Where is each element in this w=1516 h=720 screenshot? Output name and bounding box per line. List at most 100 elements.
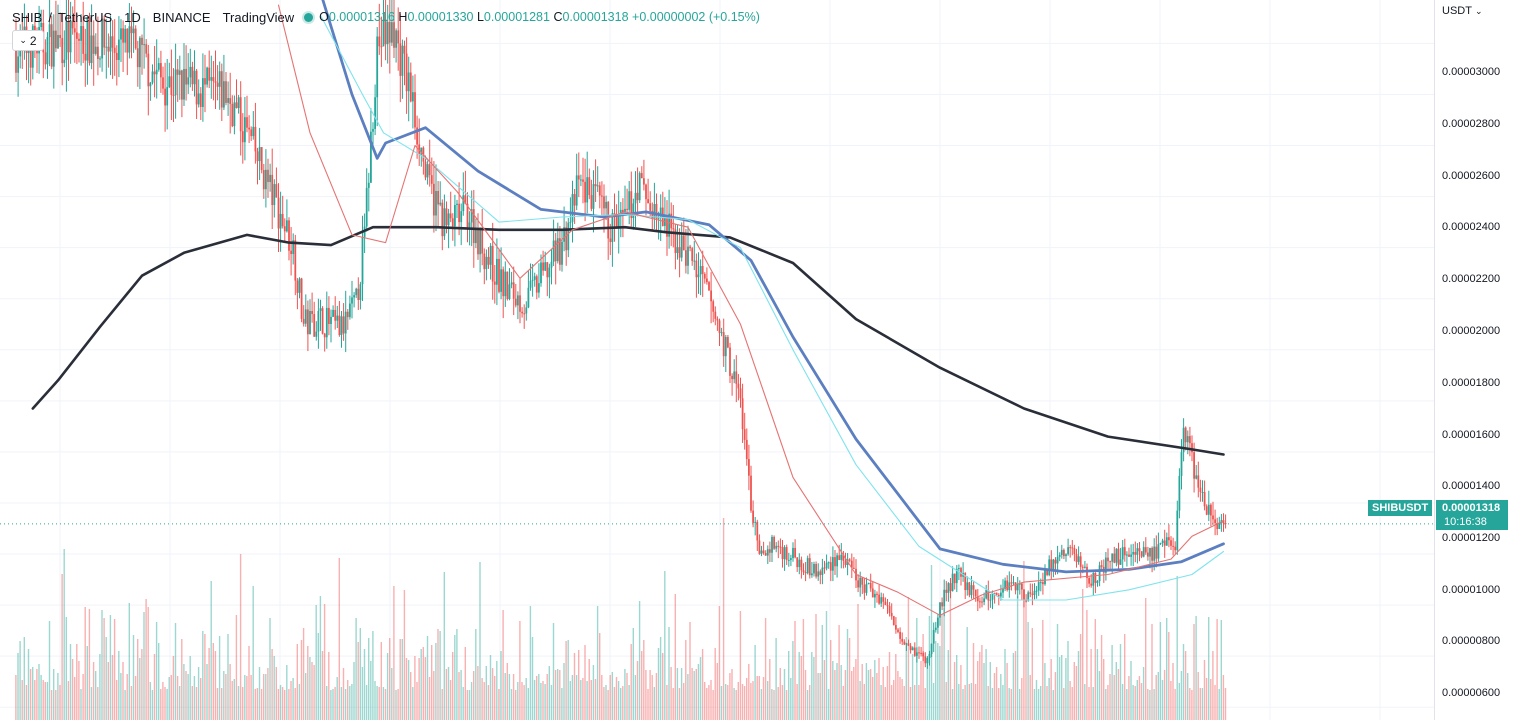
ma-fast-line [277, 4, 1225, 616]
candle-body [94, 46, 97, 54]
candle-body [447, 213, 450, 226]
candle-body [594, 184, 597, 187]
candle-body [573, 194, 576, 206]
candle-body [1199, 487, 1202, 492]
candle-body [1218, 522, 1221, 530]
volume-bar [775, 638, 777, 720]
volume-bar [1052, 690, 1054, 720]
volume-bar [431, 645, 433, 720]
interval-label[interactable]: 1D [124, 9, 141, 25]
volume-bar [95, 671, 97, 720]
candle-body [376, 36, 379, 98]
candle-body [1069, 547, 1072, 549]
candle-body [1153, 546, 1156, 561]
volume-bar [386, 653, 389, 720]
candle-body [472, 209, 475, 244]
volume-bar [1124, 634, 1126, 720]
market-status-icon [304, 12, 314, 22]
candle-body [254, 126, 257, 152]
volume-bar [296, 644, 298, 720]
symbol-price-tag: SHIBUSDT [1368, 500, 1433, 516]
volume-bar [953, 662, 956, 720]
candle-body [267, 169, 269, 183]
volume-bar [216, 688, 219, 720]
volume-bar [101, 610, 103, 720]
low-label: L [476, 10, 484, 24]
candle-body [1197, 475, 1200, 488]
candle-body [1203, 492, 1206, 507]
volume-bar [804, 670, 807, 720]
candle-body [166, 87, 169, 106]
volume-bar [317, 633, 319, 720]
volume-bar [781, 685, 784, 720]
volume-bar [422, 647, 424, 720]
candle-body [399, 43, 402, 76]
volume-bar [712, 690, 714, 720]
volume-bar [210, 581, 212, 720]
candle-body [313, 314, 316, 337]
candle-body [1056, 556, 1059, 564]
candle-body [1193, 452, 1195, 479]
volume-bar [510, 689, 513, 720]
symbol-header: SHIB / TetherUS 1D BINANCE TradingView O… [12, 9, 760, 25]
candle-body [712, 301, 715, 312]
candle-body [65, 21, 68, 60]
volume-bar [168, 677, 170, 720]
volume-bar [300, 640, 303, 720]
candle-body [834, 557, 836, 567]
volume-bar [695, 669, 697, 720]
currency-selector[interactable]: USDT ⌄ [1442, 5, 1483, 17]
symbol-name[interactable]: SHIB [12, 9, 43, 25]
candle-body [193, 70, 196, 85]
volume-bar [263, 674, 265, 720]
volume-bar [1021, 678, 1023, 720]
indicators-collapse-button[interactable]: ⌄ 2 [12, 30, 44, 51]
volume-bar [193, 676, 196, 720]
candle-body [745, 439, 748, 460]
candle-body [1075, 554, 1078, 562]
candle-body [1023, 589, 1025, 601]
volume-bar [267, 668, 269, 720]
volume-bar [1136, 680, 1138, 720]
candle-body [1090, 583, 1093, 586]
candle-body [850, 560, 853, 568]
volume-bar [857, 604, 859, 720]
volume-bar [760, 689, 763, 720]
candle-body [48, 24, 51, 38]
candle-body [603, 196, 605, 209]
candle-body [439, 202, 442, 205]
candle-body [357, 288, 360, 300]
volume-bar [995, 667, 998, 720]
volume-bar [200, 678, 202, 720]
volume-bar [399, 639, 401, 720]
candle-body [55, 30, 57, 49]
volume-bar [164, 687, 166, 720]
volume-bar [1054, 672, 1057, 720]
volume-bar [231, 681, 233, 720]
volume-bar [174, 623, 177, 720]
candle-body [808, 558, 811, 576]
candle-body [433, 183, 435, 216]
price-axis[interactable] [1434, 0, 1516, 720]
volume-bar [393, 586, 395, 720]
candle-body [290, 250, 292, 255]
volume-bar [659, 637, 662, 720]
volume-bar [466, 690, 469, 720]
candle-body [724, 337, 727, 357]
candle-body [1176, 510, 1179, 551]
volume-bar [149, 682, 151, 720]
volume-bar [645, 670, 647, 720]
candle-body [311, 310, 313, 315]
candle-body [15, 48, 17, 73]
volume-bar [651, 675, 653, 720]
volume-bar [1037, 689, 1040, 720]
volume-bar [584, 645, 586, 720]
candle-body [382, 19, 385, 47]
volume-bar [666, 685, 668, 720]
candle-body [176, 69, 179, 75]
candle-body [277, 197, 280, 229]
candle-body [598, 185, 601, 196]
volume-bar [357, 642, 359, 720]
volume-bar [554, 670, 557, 720]
